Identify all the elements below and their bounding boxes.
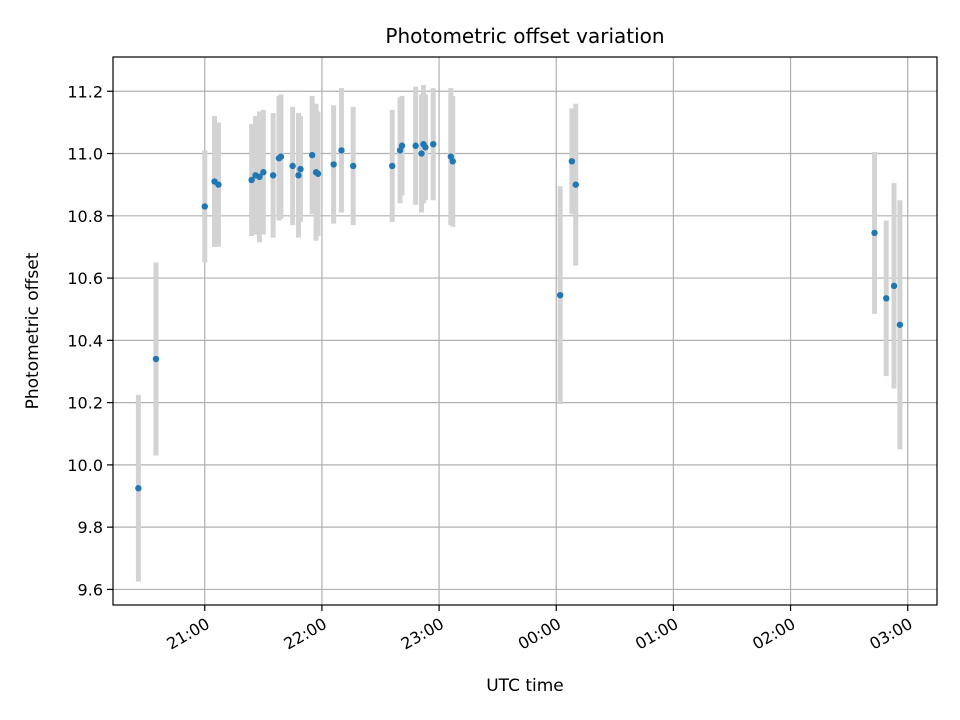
data-point bbox=[314, 170, 322, 177]
y-tick-label: 10.6 bbox=[67, 269, 103, 288]
data-point bbox=[201, 203, 208, 210]
y-tick-label: 10.0 bbox=[67, 456, 103, 475]
data-point bbox=[883, 295, 890, 302]
data-point bbox=[449, 158, 456, 165]
data-point bbox=[418, 150, 425, 157]
data-point bbox=[277, 153, 285, 160]
data-point bbox=[215, 181, 222, 188]
y-tick-label: 10.8 bbox=[67, 207, 103, 226]
plot-frame bbox=[112, 56, 938, 606]
y-tick-label: 11.2 bbox=[67, 82, 103, 101]
data-point bbox=[896, 321, 904, 328]
data-point bbox=[289, 162, 296, 170]
y-axis-ticks: 9.6 9.8 10.0 10.2 10.4 10.6 10.8 11.0 11.2 bbox=[67, 82, 113, 599]
chart-title: Photometric offset variation bbox=[385, 24, 664, 48]
y-tick-label: 10.4 bbox=[67, 331, 103, 350]
data-point bbox=[412, 142, 419, 149]
y-tick-label: 9.8 bbox=[78, 518, 103, 537]
data-point bbox=[297, 165, 304, 173]
y-tick-label: 9.6 bbox=[78, 580, 103, 599]
data-point bbox=[890, 282, 898, 290]
data-point bbox=[556, 291, 564, 299]
data-point bbox=[260, 169, 267, 176]
data-point bbox=[338, 147, 345, 154]
data-point bbox=[568, 158, 576, 165]
y-tick-label: 11.0 bbox=[67, 145, 103, 164]
y-axis-label: Photometric offset bbox=[23, 252, 43, 409]
data-point bbox=[152, 355, 160, 363]
data-points bbox=[135, 140, 904, 492]
data-point bbox=[308, 151, 316, 159]
grid-lines bbox=[113, 57, 937, 605]
x-axis-label: UTC time bbox=[486, 676, 564, 696]
data-point bbox=[135, 485, 142, 492]
data-point bbox=[295, 172, 302, 179]
data-point bbox=[572, 181, 579, 188]
data-point bbox=[430, 140, 437, 148]
y-tick-label: 10.2 bbox=[67, 394, 103, 413]
data-point bbox=[389, 162, 396, 170]
data-point bbox=[349, 162, 357, 170]
data-point bbox=[422, 144, 429, 151]
data-point bbox=[330, 161, 337, 168]
data-point bbox=[256, 173, 263, 181]
data-point bbox=[398, 142, 406, 149]
data-point bbox=[871, 229, 878, 237]
data-point bbox=[269, 172, 277, 179]
data-point bbox=[248, 176, 255, 184]
